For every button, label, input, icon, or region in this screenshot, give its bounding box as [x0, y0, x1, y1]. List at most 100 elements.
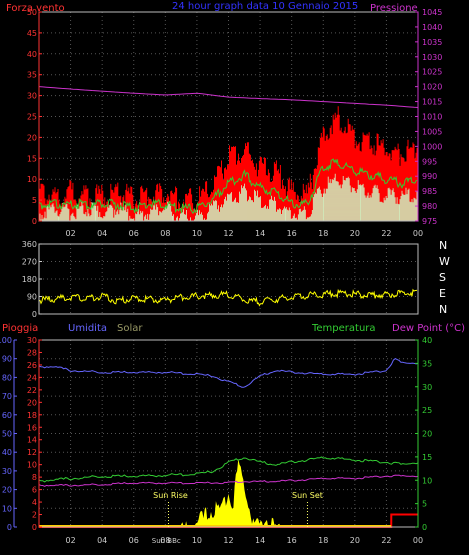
wind-axis-tick: 45 [27, 29, 37, 38]
direction-letter: E [439, 287, 446, 300]
temperature-axis-tick: 0 [422, 523, 427, 532]
humidity-axis-tick: 20 [2, 486, 12, 495]
direction-series [38, 288, 418, 307]
x-tick: 04 [97, 229, 107, 238]
humidity-series [38, 358, 419, 388]
label-pioggia: Pioggia [2, 323, 38, 334]
pressure-axis-tick: 990 [422, 172, 437, 181]
temperature-axis-tick: 35 [422, 359, 432, 368]
direction-letter: S [439, 271, 446, 284]
title-wind: Forza vento [6, 3, 65, 14]
rain-axis-tick: 12 [27, 448, 37, 457]
direction-axis-tick: 180 [22, 275, 37, 284]
x-tick: 18 [318, 536, 328, 545]
x-tick: 14 [255, 536, 265, 545]
x-tick: 04 [97, 536, 107, 545]
direction-axis-tick: 360 [22, 240, 37, 249]
wind-axis-tick: 40 [27, 50, 37, 59]
sunbbc-label: Sun BBc [152, 537, 181, 545]
x-tick: 22 [381, 536, 391, 545]
wind-axis-tick: 30 [27, 92, 37, 101]
rain-axis-tick: 28 [27, 348, 37, 357]
pressure-axis-tick: 1035 [422, 38, 442, 47]
pressure-axis-tick: 1010 [422, 113, 442, 122]
label-dewpoint: Dew Point (°C) [392, 323, 465, 334]
rain-axis-tick: 4 [32, 498, 37, 507]
pressure-axis-tick: 1000 [422, 142, 442, 151]
direction-axis-tick: 270 [22, 258, 37, 267]
x-tick: 10 [192, 229, 202, 238]
label-temperatura: Temperatura [311, 323, 376, 334]
humidity-axis-tick: 70 [2, 392, 12, 401]
wind-axis-tick: 10 [27, 175, 37, 184]
humidity-axis-tick: 40 [2, 448, 12, 457]
label-solar: Solar [117, 323, 143, 334]
rain-axis-tick: 2 [32, 511, 37, 520]
humidity-axis-tick: 30 [2, 467, 12, 476]
direction-letter: W [439, 255, 450, 268]
wind-avg-series [38, 158, 418, 214]
x-tick: 00 [413, 536, 423, 545]
x-tick: 14 [255, 229, 265, 238]
rain-axis-tick: 0 [32, 523, 37, 532]
direction-axis-tick: 90 [27, 293, 37, 302]
temperature-axis-tick: 40 [422, 336, 432, 345]
pressure-axis-tick: 1030 [422, 53, 442, 62]
pressure-axis-tick: 980 [422, 202, 437, 211]
title-pressure: Pressione [370, 3, 418, 14]
x-tick: 22 [381, 229, 391, 238]
rain-axis-tick: 20 [27, 398, 37, 407]
x-tick: 20 [350, 229, 360, 238]
direction-letter: N [439, 239, 447, 252]
rain-axis-tick: 6 [32, 486, 37, 495]
pressure-axis-tick: 1045 [422, 8, 442, 17]
x-tick: 18 [318, 229, 328, 238]
temperature-axis-tick: 15 [422, 453, 432, 462]
rain-axis-tick: 10 [27, 461, 37, 470]
wind-axis-tick: 20 [27, 133, 37, 142]
pressure-axis-tick: 1040 [422, 23, 442, 32]
title-center: 24 hour graph data 10 Gennaio 2015 [172, 1, 358, 12]
temperature-axis-tick: 20 [422, 430, 432, 439]
temperature-axis-tick: 5 [422, 500, 427, 509]
x-tick: 20 [350, 536, 360, 545]
pressure-axis-tick: 995 [422, 157, 437, 166]
x-tick: 08 [160, 229, 170, 238]
pressure-axis-tick: 1015 [422, 98, 442, 107]
solar-series [181, 459, 281, 527]
pressure-axis-tick: 1020 [422, 83, 442, 92]
temperature-axis-tick: 10 [422, 476, 432, 485]
humidity-axis-tick: 60 [2, 411, 12, 420]
x-tick: 10 [192, 536, 202, 545]
rain-axis-tick: 30 [27, 336, 37, 345]
rain-axis-tick: 24 [27, 373, 37, 382]
rain-axis-tick: 18 [27, 411, 37, 420]
humidity-axis-tick: 0 [7, 523, 12, 532]
label-umidita: Umidita [68, 323, 107, 334]
pressure-axis-tick: 1005 [422, 127, 442, 136]
rain-axis-tick: 14 [27, 436, 37, 445]
humidity-axis-tick: 10 [2, 504, 12, 513]
wind-axis-tick: 35 [27, 71, 37, 80]
temperature-axis-tick: 25 [422, 406, 432, 415]
wind-axis-tick: 5 [32, 196, 37, 205]
wind-axis-tick: 25 [27, 113, 37, 122]
pressure-axis-tick: 1025 [422, 68, 442, 77]
x-tick: 16 [287, 229, 297, 238]
wind-axis-tick: 15 [27, 154, 37, 163]
temperature-series [38, 456, 419, 483]
direction-axis-tick: 0 [32, 310, 37, 319]
rain-axis-tick: 26 [27, 361, 37, 370]
temperature-axis-tick: 30 [422, 383, 432, 392]
dewpoint-series [38, 474, 419, 487]
wind-axis-tick: 50 [27, 8, 37, 17]
x-tick: 08 [160, 536, 170, 545]
x-tick: 12 [223, 536, 233, 545]
wind-axis-tick: 0 [32, 217, 37, 226]
x-tick: 06 [129, 536, 139, 545]
humidity-axis-tick: 80 [2, 373, 12, 382]
humidity-axis-tick: 100 [0, 336, 12, 345]
x-tick: 06 [129, 229, 139, 238]
